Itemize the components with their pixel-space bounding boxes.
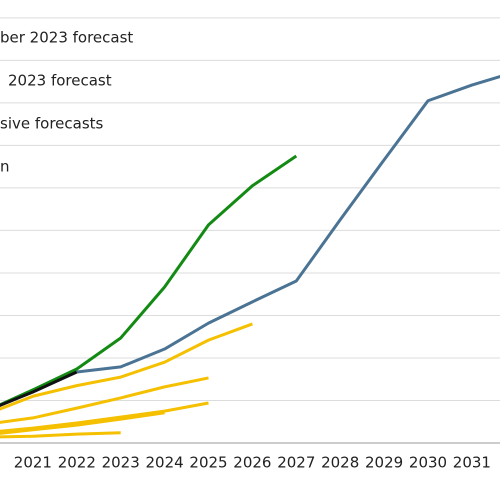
x-tick-label: 2022 xyxy=(58,454,96,472)
series-line xyxy=(0,431,121,439)
legend-label: sive forecasts xyxy=(0,115,104,133)
x-tick-label: 2025 xyxy=(189,454,227,472)
x-tick-label: 2021 xyxy=(14,454,52,472)
series-line xyxy=(0,370,78,407)
x-tick-label: 2026 xyxy=(233,454,271,472)
x-tick-label: 2027 xyxy=(277,454,315,472)
legend-label: ber 2023 forecast xyxy=(0,29,133,47)
x-tick-label: 2029 xyxy=(365,454,403,472)
series-line xyxy=(0,154,298,407)
x-tick-label: 2031 xyxy=(453,454,491,472)
legend-label: n xyxy=(0,158,10,176)
legend-label: 2023 forecast xyxy=(8,72,112,90)
series-line xyxy=(0,376,209,424)
series-line xyxy=(0,411,165,435)
x-tick-label: 2024 xyxy=(146,454,184,472)
x-tick-label: 2030 xyxy=(409,454,447,472)
series-line xyxy=(76,75,500,374)
series-line xyxy=(0,322,253,411)
x-tick-label: 2028 xyxy=(321,454,359,472)
series-line xyxy=(0,401,209,433)
x-tick-label: 2023 xyxy=(102,454,140,472)
